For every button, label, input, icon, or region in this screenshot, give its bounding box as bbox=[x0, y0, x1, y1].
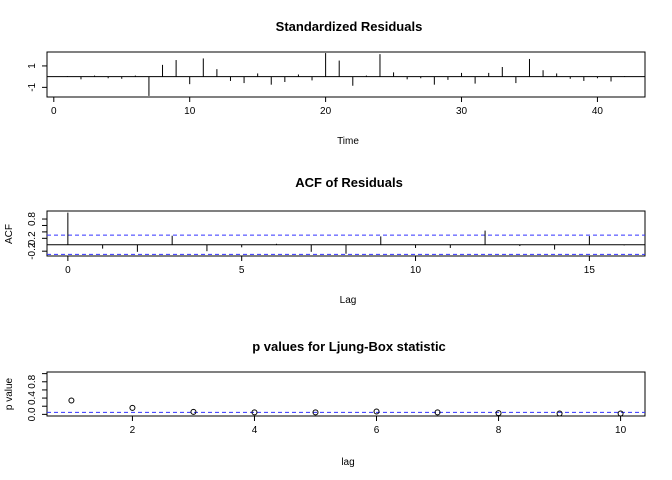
ljung-box-title: p values for Ljung-Box statistic bbox=[252, 339, 446, 354]
acf-y-tick-label: -0.2 bbox=[27, 242, 38, 260]
ljung-box-y-tick-label: 0.4 bbox=[27, 391, 38, 405]
ljung-box-x-tick-label: 10 bbox=[615, 425, 627, 436]
residuals-x-tick-label: 30 bbox=[456, 106, 468, 117]
ljung-box-x-tick-label: 4 bbox=[252, 425, 258, 436]
residuals-y-tick-label: 1 bbox=[27, 63, 38, 69]
p-value-point bbox=[556, 410, 563, 417]
p-value-point bbox=[312, 409, 319, 416]
acf-plot-frame bbox=[46, 210, 646, 257]
acf-marks: 0 5 10 15 -0.20.2 0.8 bbox=[27, 212, 645, 276]
residuals-x-tick-label: 10 bbox=[184, 106, 196, 117]
ljung-box-y-tick-label: 0.0 bbox=[27, 407, 38, 421]
p-value-point bbox=[68, 397, 75, 404]
standardized-residuals-marks: 0 10 20 30 40 -1 1 bbox=[27, 53, 645, 117]
p-value-point bbox=[190, 408, 197, 415]
acf-x-tick-label: 15 bbox=[584, 265, 596, 276]
ljung-box-marks: 2 4 6 8 10 0.0 0.4 0.8 bbox=[27, 373, 645, 436]
acf-title: ACF of Residuals bbox=[295, 175, 403, 190]
acf-x-tick-label: 5 bbox=[239, 265, 245, 276]
residuals-x-tick-label: 40 bbox=[592, 106, 604, 117]
p-value-point bbox=[373, 408, 380, 415]
acf-y-tick-label: 0.8 bbox=[27, 212, 38, 226]
standardized-residuals-panel: Standardized Residuals Time 0 10 20 30 40 -1 1 bbox=[27, 19, 646, 147]
acf-x-label: Lag bbox=[340, 295, 357, 306]
standardized-residuals-plot-frame bbox=[46, 51, 646, 98]
ljung-box-x-tick-label: 8 bbox=[496, 425, 502, 436]
ljung-box-panel: p values for Ljung-Box statistic lag p v… bbox=[4, 339, 646, 468]
p-value-point bbox=[434, 409, 441, 416]
p-value-point bbox=[495, 410, 502, 417]
acf-y-tick-label: 0.2 bbox=[27, 231, 38, 245]
standardized-residuals-x-label: Time bbox=[337, 136, 359, 147]
p-value-point bbox=[129, 404, 136, 411]
ljung-box-y-tick-label: 0.8 bbox=[27, 374, 38, 388]
acf-y-label: ACF bbox=[4, 224, 15, 244]
residuals-x-tick-label: 0 bbox=[51, 106, 57, 117]
acf-x-tick-label: 0 bbox=[65, 265, 71, 276]
ljung-box-x-label: lag bbox=[341, 457, 354, 468]
ljung-box-y-label: p value bbox=[4, 377, 15, 410]
acf-panel: ACF of Residuals Lag ACF 0 5 10 15 -0.20.2 0.… bbox=[4, 175, 646, 306]
residuals-x-tick-label: 20 bbox=[320, 106, 332, 117]
acf-x-tick-label: 10 bbox=[410, 265, 422, 276]
residuals-y-tick-label: -1 bbox=[27, 82, 38, 91]
standardized-residuals-title: Standardized Residuals bbox=[276, 19, 423, 34]
p-value-point bbox=[251, 409, 258, 416]
ljung-box-x-tick-label: 2 bbox=[130, 425, 136, 436]
ljung-box-x-tick-label: 6 bbox=[374, 425, 380, 436]
ljung-box-plot-frame bbox=[46, 371, 646, 417]
